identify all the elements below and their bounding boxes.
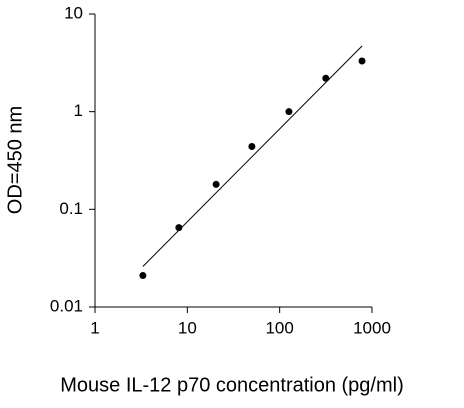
y-axis-title: OD=450 nm: [4, 106, 26, 214]
data-point: [248, 142, 256, 150]
x-tick-label: 10: [178, 318, 197, 337]
data-point: [139, 272, 147, 280]
y-tick-label: 0.01: [50, 296, 83, 315]
data-point: [358, 57, 366, 65]
x-axis-title: Mouse IL-12 p70 concentration (pg/ml): [60, 374, 404, 396]
y-tick-label: 0.1: [59, 199, 83, 218]
y-tick-label: 1: [74, 101, 83, 120]
data-point: [212, 180, 220, 188]
x-tick-label: 100: [265, 318, 293, 337]
data-point: [285, 108, 293, 116]
x-tick-label: 1: [90, 318, 99, 337]
data-point: [175, 224, 183, 232]
x-tick-label: 1000: [353, 318, 391, 337]
data-point: [322, 74, 330, 82]
y-tick-label: 10: [64, 3, 83, 22]
